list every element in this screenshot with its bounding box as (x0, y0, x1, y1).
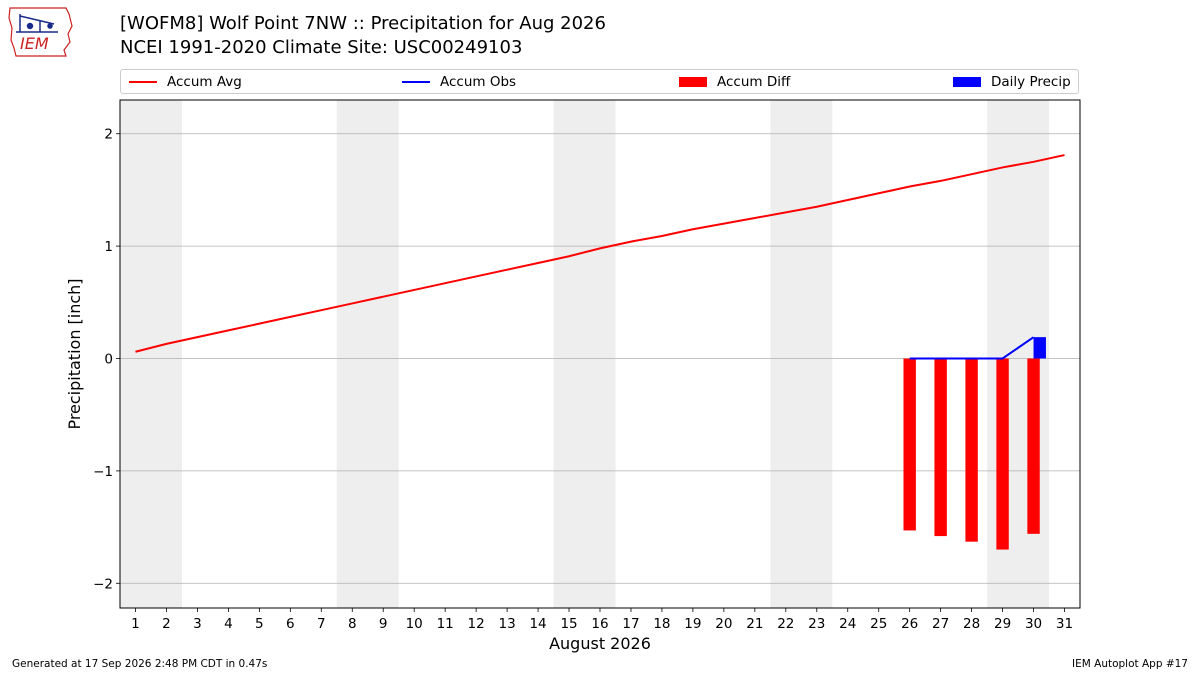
x-tick-label: 27 (932, 616, 949, 632)
bars (903, 337, 1046, 550)
accum-avg-line (135, 154, 1065, 353)
x-tick-label: 18 (653, 616, 670, 632)
x-tick-label: 15 (560, 616, 577, 632)
x-tick-label: 31 (1056, 616, 1073, 632)
accum-diff-bar-day-28 (965, 358, 978, 542)
y-tick-label: 1 (104, 239, 113, 255)
x-axis: 1 2 3 4 5 6 7 8 9 10 11 12 13 14 15 16 17 18 19 20 21 22 23 24 2… (131, 608, 1073, 632)
x-tick-label: 12 (468, 616, 485, 632)
x-tick-label: 29 (994, 616, 1011, 632)
legend-item-daily-precip: Daily Precip (953, 73, 1071, 91)
x-tick-label: 2 (162, 616, 171, 632)
weekend-band-3 (553, 100, 616, 608)
x-tick-label: 5 (255, 616, 264, 632)
x-tick-label: 4 (224, 616, 233, 632)
gridlines (120, 133, 1080, 584)
x-tick-label: 26 (901, 616, 918, 632)
legend: Accum Avg Accum Obs Accum Diff Daily Pre… (120, 69, 1079, 94)
title-line-2: NCEI 1991-2020 Climate Site: USC00249103 (120, 37, 523, 58)
x-axis-label: August 2026 (549, 634, 651, 653)
x-tick-label: 8 (348, 616, 357, 632)
legend-swatch-accum-avg (129, 81, 157, 83)
lines (135, 154, 1065, 360)
legend-label-accum-avg: Accum Avg (167, 74, 242, 90)
legend-label-daily-precip: Daily Precip (991, 74, 1071, 90)
accum-diff-bar-day-30 (1027, 358, 1040, 534)
legend-swatch-accum-diff (679, 77, 707, 87)
generated-timestamp: Generated at 17 Sep 2026 2:48 PM CDT in … (12, 658, 268, 670)
x-tick-label: 19 (684, 616, 701, 632)
legend-item-accum-obs: Accum Obs (402, 73, 516, 91)
x-tick-label: 28 (963, 616, 980, 632)
x-tick-label: 17 (622, 616, 639, 632)
x-tick-label: 9 (379, 616, 388, 632)
accum-obs-line (909, 336, 1035, 360)
x-tick-label: 22 (777, 616, 794, 632)
daily-precip-bar-day-30 (1033, 337, 1046, 359)
autoplot-app-label: IEM Autoplot App #17 (1072, 658, 1188, 670)
accum-diff-bar-day-29 (996, 358, 1009, 550)
x-tick-label: 16 (591, 616, 608, 632)
x-tick-label: 23 (808, 616, 825, 632)
legend-swatch-daily-precip (953, 77, 981, 87)
y-tick-label: −1 (93, 464, 113, 480)
y-axis-label: Precipitation [inch] (65, 278, 84, 429)
accum-diff-bar-day-27 (934, 358, 947, 537)
weekend-band-4 (770, 100, 833, 608)
x-tick-label: 6 (286, 616, 295, 632)
chart-title: [WOFM8] Wolf Point 7NW :: Precipitation … (120, 12, 606, 60)
title-line-1: [WOFM8] Wolf Point 7NW :: Precipitation … (120, 13, 606, 34)
legend-swatch-accum-obs (402, 81, 430, 83)
x-tick-label: 30 (1025, 616, 1042, 632)
legend-item-accum-avg: Accum Avg (129, 73, 242, 91)
x-tick-label: 11 (437, 616, 454, 632)
y-tick-label: 0 (104, 351, 113, 367)
x-tick-label: 21 (746, 616, 763, 632)
y-tick-label: 2 (104, 127, 113, 143)
y-tick-label: −2 (93, 576, 113, 592)
x-tick-label: 3 (193, 616, 202, 632)
y-axis: −2 −1 0 1 2 (93, 127, 120, 592)
x-tick-label: 13 (499, 616, 516, 632)
x-tick-label: 14 (529, 616, 546, 632)
iem-logo: IEM (8, 7, 73, 57)
x-tick-label: 10 (406, 616, 423, 632)
accum-diff-bar-day-26 (903, 358, 916, 531)
x-tick-label: 1 (131, 616, 140, 632)
x-tick-label: 25 (870, 616, 887, 632)
logo-text: IEM (20, 34, 49, 53)
x-tick-label: 7 (317, 616, 326, 632)
legend-item-accum-diff: Accum Diff (679, 73, 790, 91)
weekend-band-1 (120, 100, 182, 608)
weekend-shading (120, 100, 1050, 608)
legend-label-accum-obs: Accum Obs (440, 74, 517, 90)
legend-label-accum-diff: Accum Diff (717, 74, 791, 90)
x-tick-label: 24 (839, 616, 856, 632)
x-tick-label: 20 (715, 616, 732, 632)
weekend-band-2 (336, 100, 399, 608)
